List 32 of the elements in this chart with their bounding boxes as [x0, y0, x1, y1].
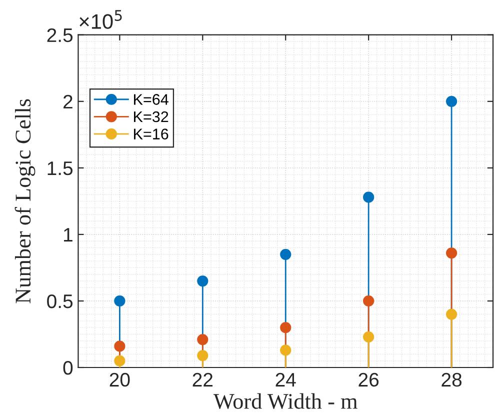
point: [363, 192, 374, 203]
point: [280, 344, 292, 356]
x-tick-label: 28: [442, 372, 462, 387]
y-axis-title: Number of Logic Cells: [14, 99, 36, 304]
y-tick-label: 2: [64, 94, 72, 108]
point: [363, 295, 374, 307]
y-tick-label: 1.5: [48, 162, 73, 176]
point: [363, 331, 374, 342]
x-tick-label: 26: [358, 372, 379, 387]
y-tick-label: 2.5: [47, 28, 73, 42]
y-tick-label: 0: [63, 360, 73, 375]
x-tick-label: 24: [276, 372, 296, 386]
point: [197, 275, 208, 287]
x-tick-label: 20: [110, 372, 130, 387]
point: [280, 248, 292, 260]
point: [114, 295, 126, 307]
point: [446, 96, 458, 107]
x-axis-title: Word Width - m: [213, 393, 358, 410]
y-tick-label: 1: [64, 228, 72, 242]
legend-label: K=32: [134, 111, 168, 122]
x-tick-label: 22: [192, 372, 212, 386]
point: [114, 355, 126, 366]
y-tick-label: 0.5: [47, 294, 73, 308]
point: [446, 248, 458, 259]
legend-label: K=16: [134, 128, 168, 140]
text: ×10$^{5}$: [80, 10, 122, 29]
point: [197, 350, 208, 362]
point: [446, 308, 458, 320]
legend-label: K=64: [134, 94, 168, 105]
point: [197, 334, 208, 346]
point: [280, 322, 292, 334]
point: [114, 340, 126, 352]
